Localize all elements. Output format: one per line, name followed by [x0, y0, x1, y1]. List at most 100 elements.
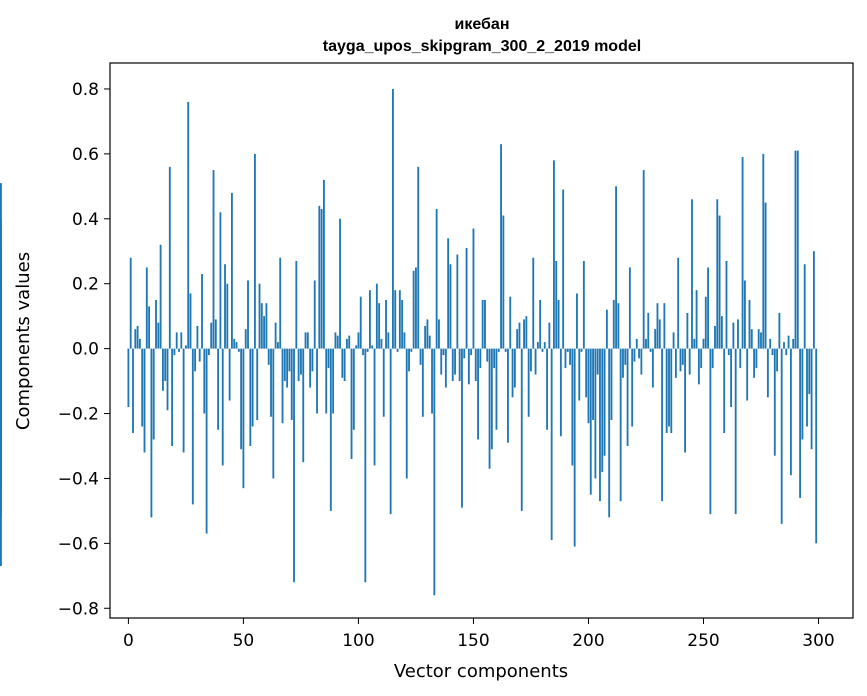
bar [274, 322, 277, 349]
bar [270, 348, 272, 417]
bar [582, 260, 585, 349]
bar [638, 348, 640, 359]
bar [346, 338, 348, 349]
bar [329, 348, 332, 511]
bar [663, 303, 666, 349]
bar [300, 348, 302, 375]
bar [467, 348, 470, 385]
y-tick-label: 0.2 [72, 275, 99, 295]
bar [184, 345, 187, 349]
bar [477, 348, 479, 440]
y-tick-label: −0.2 [58, 405, 99, 425]
bar [373, 348, 376, 466]
bar [589, 348, 592, 495]
bar [502, 215, 505, 349]
bar [219, 212, 222, 349]
bar [668, 348, 670, 427]
bar [488, 348, 491, 469]
bar [806, 348, 808, 427]
bar [182, 348, 185, 453]
x-tick-label: 200 [572, 631, 604, 651]
bar [316, 348, 318, 414]
bar [412, 270, 415, 349]
bar [456, 254, 459, 349]
bar [178, 348, 180, 352]
bar [686, 312, 689, 349]
bar [207, 348, 210, 356]
bar [766, 348, 769, 398]
bar [654, 329, 657, 349]
bar [559, 348, 562, 437]
bar [507, 348, 509, 443]
bar [254, 153, 256, 349]
bar [419, 348, 422, 365]
bar [603, 348, 606, 456]
bar [711, 348, 714, 369]
bar [771, 348, 774, 356]
bar [594, 348, 597, 479]
bar [792, 338, 795, 349]
bar [325, 348, 328, 414]
y-tick-label: −0.6 [58, 534, 99, 554]
bar [743, 280, 746, 349]
bar [392, 88, 394, 349]
bar [359, 296, 362, 349]
chart-subtitle: tayga_upos_skipgram_300_2_2019 model [323, 38, 641, 55]
bar [732, 322, 735, 349]
bar [355, 345, 358, 349]
bar [132, 348, 134, 433]
bar [180, 332, 183, 349]
bar [566, 348, 569, 352]
bar [290, 348, 293, 421]
bar [571, 348, 574, 466]
bar [389, 348, 392, 515]
bar [304, 332, 307, 349]
bar [599, 348, 601, 502]
bar [375, 283, 378, 349]
bar [318, 205, 321, 349]
bar [734, 348, 737, 515]
bar [173, 348, 176, 356]
x-axis: 0 50 100 150 200 250 300 [123, 618, 835, 651]
plot-frame [109, 62, 854, 619]
bar [481, 299, 484, 349]
bar [217, 348, 220, 430]
bar [601, 348, 604, 472]
bar [339, 218, 341, 349]
bar [799, 348, 802, 498]
bar [543, 342, 546, 349]
bar [267, 348, 270, 365]
bar [408, 348, 410, 372]
bar [327, 348, 330, 369]
bar [513, 348, 516, 388]
bar [548, 322, 551, 349]
bar [251, 348, 254, 427]
bar [203, 348, 206, 414]
bar [704, 296, 707, 349]
bar [585, 348, 588, 398]
bar [681, 348, 684, 365]
bar [231, 192, 233, 349]
bar [465, 248, 468, 349]
bar [235, 342, 238, 349]
bar [497, 348, 500, 352]
bar [283, 348, 286, 382]
bar [773, 348, 776, 456]
bar [511, 348, 514, 398]
bar [143, 348, 146, 453]
bar [256, 348, 259, 421]
bar [145, 267, 148, 349]
bar [247, 280, 249, 349]
bar [0, 280, 2, 349]
bar [688, 348, 691, 375]
bar [746, 348, 749, 401]
bar [350, 348, 353, 459]
bar [608, 348, 611, 518]
y-tick-label: 0.8 [72, 80, 99, 100]
bar [484, 299, 486, 349]
bar [631, 348, 634, 427]
bar [700, 348, 703, 369]
bar [175, 332, 178, 349]
bar [0, 342, 2, 349]
bar [198, 348, 201, 362]
